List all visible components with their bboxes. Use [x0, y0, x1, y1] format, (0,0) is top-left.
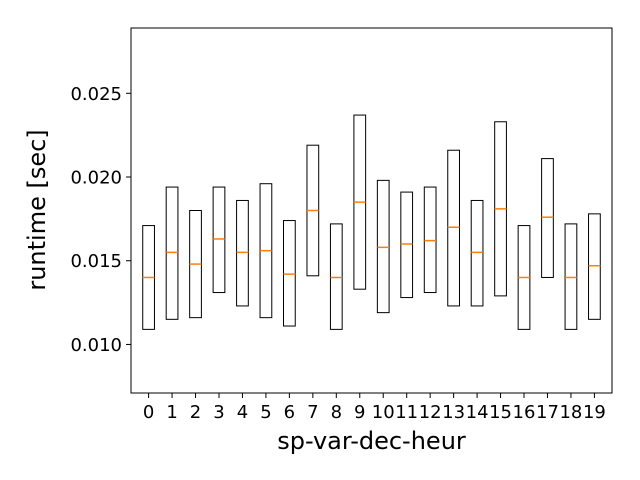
y-axis: 0.010 0.015 0.020 0.025: [70, 84, 131, 356]
x-axis-label: sp-var-dec-heur: [277, 427, 466, 455]
x-tick-label: 17: [536, 402, 559, 423]
box: [283, 220, 296, 327]
x-tick-label: 8: [331, 402, 342, 423]
box: [541, 158, 554, 278]
box: [329, 223, 343, 330]
x-tick-label: 16: [513, 402, 536, 423]
x-tick-label: 1: [166, 402, 177, 423]
x-tick-label: 5: [260, 402, 271, 423]
box: [400, 191, 414, 299]
y-tick-label: 0.010: [70, 335, 122, 356]
y-tick-label: 0.025: [70, 84, 122, 105]
box: [165, 186, 179, 320]
x-tick-label: 10: [372, 402, 395, 423]
x-tick-label: 13: [442, 402, 465, 423]
x-tick-label: 19: [583, 402, 606, 423]
x-tick-label: 7: [307, 402, 318, 423]
x-axis: 0 1 2 3 4 5 6 7 8 9 10 11 12 13 14 15 16 17 18 19: [143, 393, 606, 423]
box: [236, 199, 249, 307]
x-tick-label: 9: [354, 402, 365, 423]
x-tick-label: 4: [237, 402, 248, 423]
x-tick-label: 6: [284, 402, 295, 423]
y-tick-label: 0.015: [70, 251, 122, 272]
plot-area-frame: [130, 27, 613, 394]
box: [376, 179, 390, 314]
y-tick-label: 0.020: [70, 168, 122, 189]
box: [212, 186, 226, 294]
box: [447, 149, 460, 307]
box: [423, 186, 437, 294]
x-tick-label: 14: [466, 402, 489, 423]
x-tick-label: 18: [559, 402, 582, 423]
box: [588, 213, 601, 320]
y-axis-label: runtime [sec]: [23, 129, 51, 290]
box: [564, 223, 578, 330]
box: [470, 199, 484, 307]
box-series: [142, 114, 601, 330]
x-tick-label: 15: [489, 402, 512, 423]
x-tick-label: 12: [419, 402, 442, 423]
x-tick-label: 3: [213, 402, 224, 423]
x-tick-label: 11: [395, 402, 418, 423]
x-tick-label: 0: [143, 402, 154, 423]
x-tick-label: 2: [190, 402, 201, 423]
